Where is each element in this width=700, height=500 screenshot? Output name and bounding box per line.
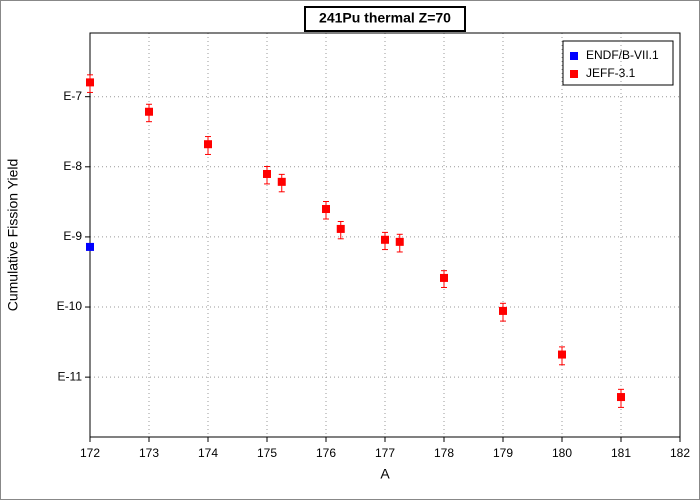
x-tick-label: 180 <box>552 446 572 460</box>
legend-label: ENDF/B-VII.1 <box>586 48 659 62</box>
plot-area <box>89 32 681 438</box>
point <box>86 242 94 251</box>
x-tick-label: 177 <box>375 446 395 460</box>
x-tick-label: 182 <box>670 446 690 460</box>
point <box>617 393 625 402</box>
x-tick-label: 178 <box>434 446 454 460</box>
y-axis-label: Cumulative Fission Yield <box>5 159 21 312</box>
point <box>558 350 566 359</box>
point <box>499 306 507 315</box>
x-tick-label: 176 <box>316 446 336 460</box>
chart-title: 241Pu thermal Z=70 <box>319 10 451 26</box>
y-tick-label: E-11 <box>58 369 83 383</box>
x-tick-label: 181 <box>611 446 631 460</box>
x-tick-label: 174 <box>198 446 218 460</box>
point <box>440 273 448 282</box>
x-tick-label: 172 <box>80 446 100 460</box>
point <box>263 169 271 178</box>
legend-label: JEFF-3.1 <box>586 66 636 80</box>
legend-swatch <box>570 52 578 60</box>
point <box>381 235 389 244</box>
y-tick-label: E-10 <box>57 299 83 313</box>
x-tick-label: 175 <box>257 446 277 460</box>
y-tick-label: E-9 <box>63 229 82 243</box>
x-tick-label: 173 <box>139 446 159 460</box>
legend-box <box>562 40 674 86</box>
point <box>395 237 404 246</box>
legend-swatch <box>570 70 578 78</box>
y-tick-label: E-8 <box>63 159 82 173</box>
y-tick-label: E-7 <box>63 89 82 103</box>
x-tick-label: 179 <box>493 446 513 460</box>
point <box>204 140 212 149</box>
point <box>336 224 345 233</box>
point <box>86 78 94 87</box>
point <box>322 205 330 214</box>
point <box>277 177 286 186</box>
x-axis-label: A <box>380 466 390 482</box>
point <box>145 107 153 116</box>
title-box <box>304 6 466 32</box>
